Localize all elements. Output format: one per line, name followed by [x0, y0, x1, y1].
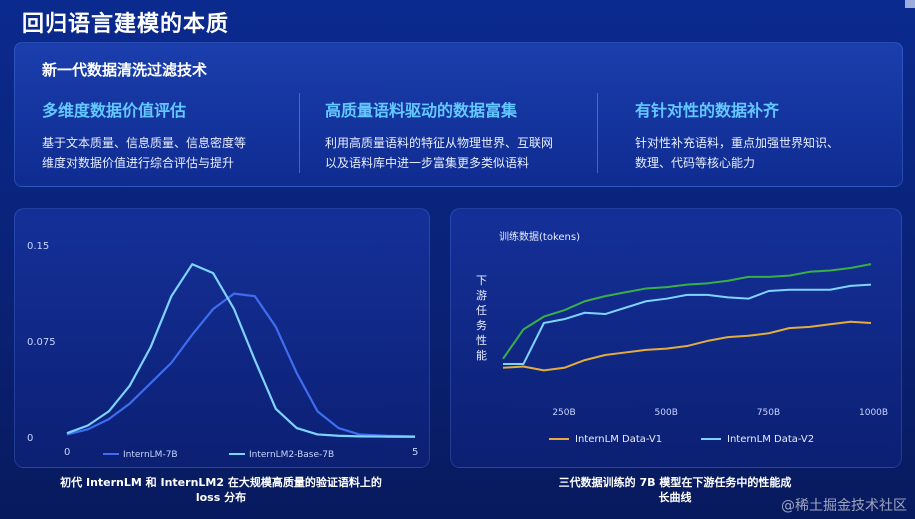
watermark: @稀土掘金技术社区 — [781, 498, 907, 514]
caption-line: 初代 InternLM 和 InternLM2 在大规模高质量的验证语料上的 — [60, 476, 382, 489]
caption-line: loss 分布 — [195, 491, 247, 504]
series-line-3 — [502, 263, 872, 360]
feature-description: 针对性补充语料，重点加强世界知识、 数理、代码等核心能力 — [635, 136, 840, 170]
feature-description: 基于文本质量、信息质量、信息密度等 维度对数据价值进行综合评估与提升 — [42, 136, 247, 170]
divider — [597, 93, 598, 173]
y-axis-label-char: 游 — [476, 289, 487, 302]
series-line-2 — [503, 283, 872, 365]
y-tick-label: 0.15 — [27, 241, 49, 252]
corner-decoration — [905, 0, 915, 8]
x-tick-label: 0 — [64, 447, 70, 458]
performance-growth-chart-panel: 训练数据(tokens) 下游任务性能 250B 500B 750B 1000B Inter… — [450, 208, 902, 468]
series-line-1 — [66, 292, 416, 438]
feature-data-enrichment: 高质量语料驱动的数据富集 利用高质量语料的特征从物理世界、互联网 以及语料库中进… — [325, 97, 595, 173]
y-tick-label: 0.075 — [27, 337, 56, 348]
feature-title: 多维度数据价值评估 — [42, 101, 187, 120]
x-tick-label: 250B — [552, 408, 575, 418]
series-line-1 — [502, 320, 872, 372]
feature-description: 利用高质量语料的特征从物理世界、互联网 以及语料库中进一步富集更多类似语料 — [325, 136, 554, 170]
legend-label: InternLM Data-V2 — [727, 434, 814, 445]
axis-label: 训练数据(tokens) — [499, 230, 580, 243]
loss-distribution-chart: 0 0.075 0.15 0 5 InternLM-7B InternLM2-Base-7B — [27, 241, 418, 460]
y-axis-label-char: 务 — [476, 319, 487, 332]
data-cleaning-panel: 新一代数据清洗过滤技术 多维度数据价值评估 基于文本质量、信息质量、信息密度等 … — [14, 42, 903, 187]
caption-line: 三代数据训练的 7B 模型在下游任务中的性能成 — [558, 476, 792, 489]
feature-title: 高质量语料驱动的数据富集 — [325, 101, 518, 120]
y-axis-label-char: 性 — [476, 333, 487, 347]
performance-chart-caption: 三代数据训练的 7B 模型在下游任务中的性能成 长曲线 — [450, 475, 900, 505]
y-tick-label: 0 — [27, 433, 33, 444]
x-tick-label: 750B — [757, 408, 780, 418]
loss-chart-caption: 初代 InternLM 和 InternLM2 在大规模高质量的验证语料上的 l… — [14, 475, 428, 505]
divider — [299, 93, 300, 173]
caption-line: 长曲线 — [658, 491, 692, 504]
series-line-2 — [66, 263, 416, 438]
legend-label: InternLM-7B — [123, 450, 178, 460]
feature-value-assessment: 多维度数据价值评估 基于文本质量、信息质量、信息密度等 维度对数据价值进行综合评… — [42, 97, 312, 173]
y-axis-label-char: 任 — [476, 304, 487, 317]
page-title: 回归语言建模的本质 — [22, 12, 230, 37]
panel-title: 新一代数据清洗过滤技术 — [42, 61, 208, 79]
x-tick-label: 5 — [412, 447, 418, 458]
y-axis-label-char: 能 — [476, 348, 487, 362]
feature-title: 有针对性的数据补齐 — [635, 101, 780, 120]
x-tick-label: 1000B — [859, 408, 888, 418]
x-tick-label: 500B — [655, 408, 678, 418]
legend-label: InternLM2-Base-7B — [249, 450, 334, 460]
y-axis-label-char: 下 — [476, 274, 487, 287]
legend-label: InternLM Data-V1 — [575, 434, 662, 445]
loss-distribution-chart-panel: 0 0.075 0.15 0 5 InternLM-7B InternLM2-Base-7B — [14, 208, 430, 468]
feature-targeted-supplement: 有针对性的数据补齐 针对性补充语料，重点加强世界知识、 数理、代码等核心能力 — [635, 97, 905, 173]
